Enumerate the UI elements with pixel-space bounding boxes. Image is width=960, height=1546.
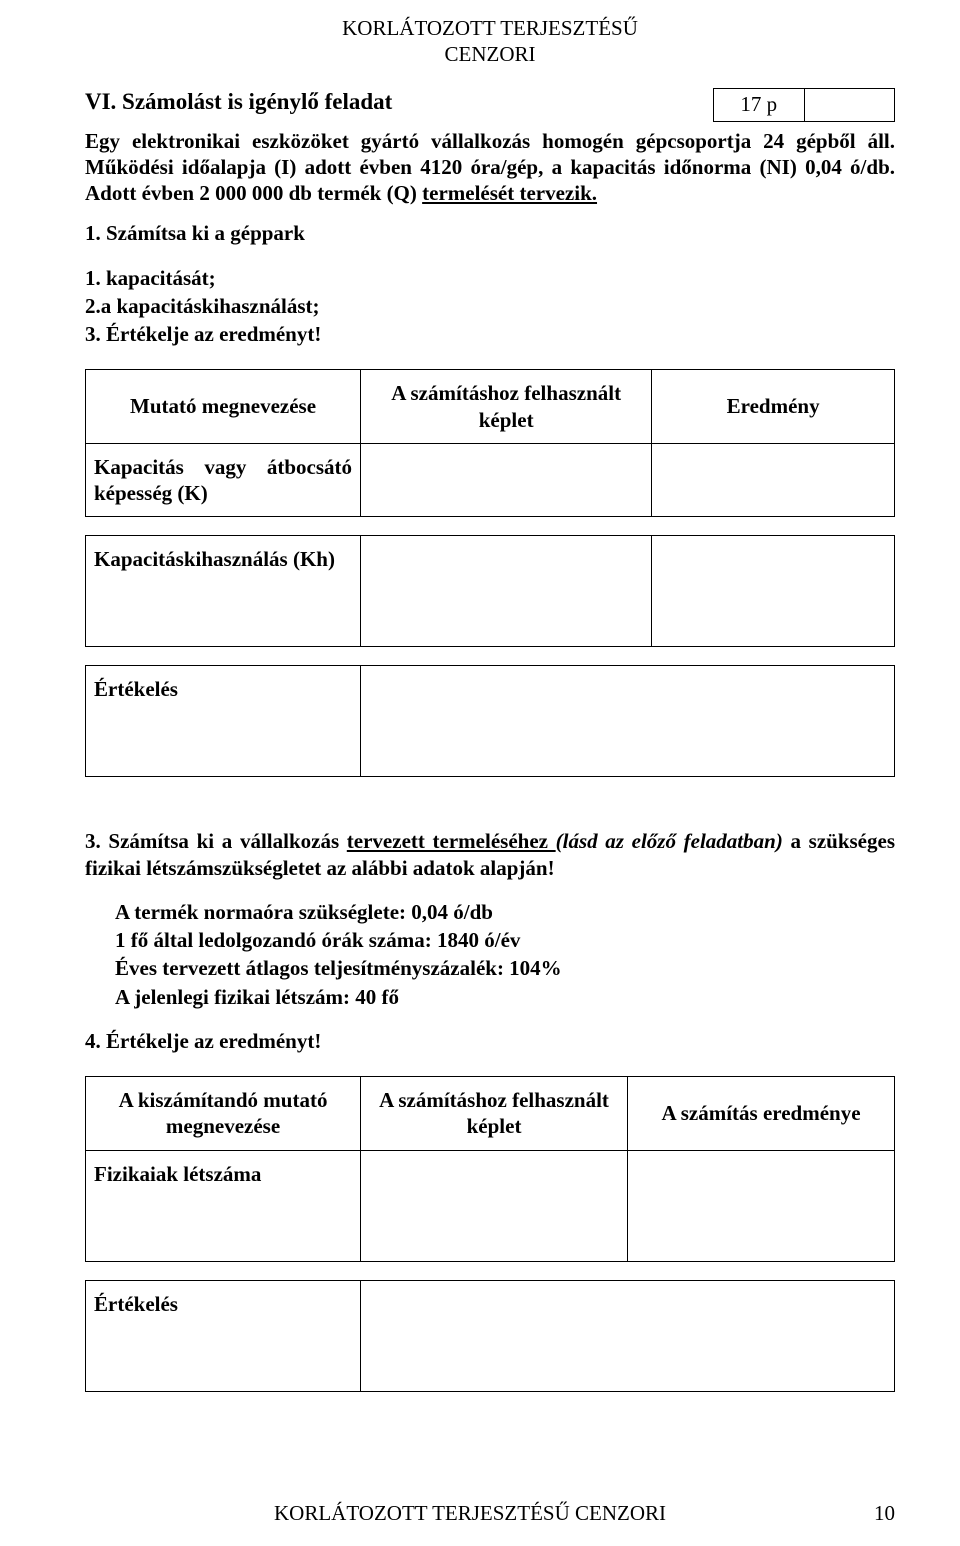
footer-page-number: 10: [855, 1500, 895, 1526]
table-row: Kapacitás vagy átbocsátó képesség (K): [86, 443, 895, 517]
data-line-1: A termék normaóra szükséglete: 0,04 ó/db: [115, 899, 895, 925]
table-row: Értékelés: [86, 666, 895, 777]
empty-cell: [652, 536, 895, 647]
empty-cell: [361, 536, 652, 647]
points-label: 17 p: [714, 89, 805, 121]
t1-header-2: A számításhoz felhasznált képlet: [361, 370, 652, 444]
table-2b: Értékelés: [85, 1280, 895, 1392]
t1-row2-label: Kapacitáskihasználás (Kh): [86, 536, 361, 647]
empty-cell: [361, 1150, 628, 1261]
empty-cell: [361, 443, 652, 517]
q3-italic: (lásd az előző feladatban): [556, 829, 791, 853]
q1-item-2: 2.a kapacitáskihasználást;: [85, 293, 895, 319]
q1-item-3: 3. Értékelje az eredményt!: [85, 321, 895, 347]
t2-header-1: A kiszámítandó mutató megnevezése: [86, 1077, 361, 1151]
t1-row3-label: Értékelés: [86, 666, 361, 777]
t2-row1-label: Fizikaiak létszáma: [86, 1150, 361, 1261]
table-row: Értékelés: [86, 1280, 895, 1391]
table-1c: Értékelés: [85, 665, 895, 777]
data-line-2: 1 fő által ledolgozandó órák száma: 1840…: [115, 927, 895, 953]
points-box: 17 p: [713, 88, 895, 122]
t1-header-3: Eredmény: [652, 370, 895, 444]
q3-underlined: tervezett termeléséhez: [347, 829, 556, 853]
empty-cell: [652, 443, 895, 517]
t2-header-3: A számítás eredménye: [628, 1077, 895, 1151]
table-1: Mutató megnevezése A számításhoz felhasz…: [85, 369, 895, 517]
data-block: A termék normaóra szükséglete: 0,04 ó/db…: [85, 899, 895, 1010]
empty-cell: [628, 1150, 895, 1261]
points-value-empty: [805, 89, 895, 121]
empty-cell: [361, 1280, 895, 1391]
t1-row1-label: Kapacitás vagy átbocsátó képesség (K): [86, 443, 361, 517]
section-title: VI. Számolást is igénylő feladat: [85, 88, 392, 117]
q4-text: 4. Értékelje az eredményt!: [85, 1028, 895, 1054]
data-line-4: A jelenlegi fizikai létszám: 40 fő: [115, 984, 895, 1010]
intro-text-underlined: termelését tervezik.: [422, 181, 597, 205]
page-footer: KORLÁTOZOTT TERJESZTÉSŰ CENZORI 10: [85, 1500, 895, 1526]
footer-text: KORLÁTOZOTT TERJESZTÉSŰ CENZORI: [85, 1500, 855, 1526]
empty-cell: [361, 666, 895, 777]
table-row: Kapacitáskihasználás (Kh): [86, 536, 895, 647]
table-1b: Kapacitáskihasználás (Kh): [85, 535, 895, 647]
q1-item-1: 1. kapacitását;: [85, 265, 895, 291]
header-line-2: CENZORI: [85, 41, 895, 67]
t1-header-1: Mutató megnevezése: [86, 370, 361, 444]
data-line-3: Éves tervezett átlagos teljesítményszáza…: [115, 955, 895, 981]
question-3-paragraph: 3. Számítsa ki a vállalkozás tervezett t…: [85, 828, 895, 881]
t2-row2-label: Értékelés: [86, 1280, 361, 1391]
question-1-block: 1. Számítsa ki a géppark 1. kapacitását;…: [85, 220, 895, 347]
question-4: 4. Értékelje az eredményt!: [85, 1028, 895, 1054]
q1-lead: 1. Számítsa ki a géppark: [85, 220, 895, 246]
header-line-1: KORLÁTOZOTT TERJESZTÉSŰ: [85, 15, 895, 41]
section-heading-row: VI. Számolást is igénylő feladat 17 p: [85, 88, 895, 122]
table-row: A kiszámítandó mutató megnevezése A szám…: [86, 1077, 895, 1151]
table-2: A kiszámítandó mutató megnevezése A szám…: [85, 1076, 895, 1262]
page-header: KORLÁTOZOTT TERJESZTÉSŰ CENZORI: [85, 15, 895, 68]
table-row: Fizikaiak létszáma: [86, 1150, 895, 1261]
t2-header-2: A számításhoz felhasznált képlet: [361, 1077, 628, 1151]
intro-paragraph: Egy elektronikai eszközöket gyártó válla…: [85, 128, 895, 207]
document-page: KORLÁTOZOTT TERJESZTÉSŰ CENZORI VI. Szám…: [0, 0, 960, 1546]
q3-lead: 3. Számítsa ki a vállalkozás: [85, 829, 347, 853]
table-row: Mutató megnevezése A számításhoz felhasz…: [86, 370, 895, 444]
